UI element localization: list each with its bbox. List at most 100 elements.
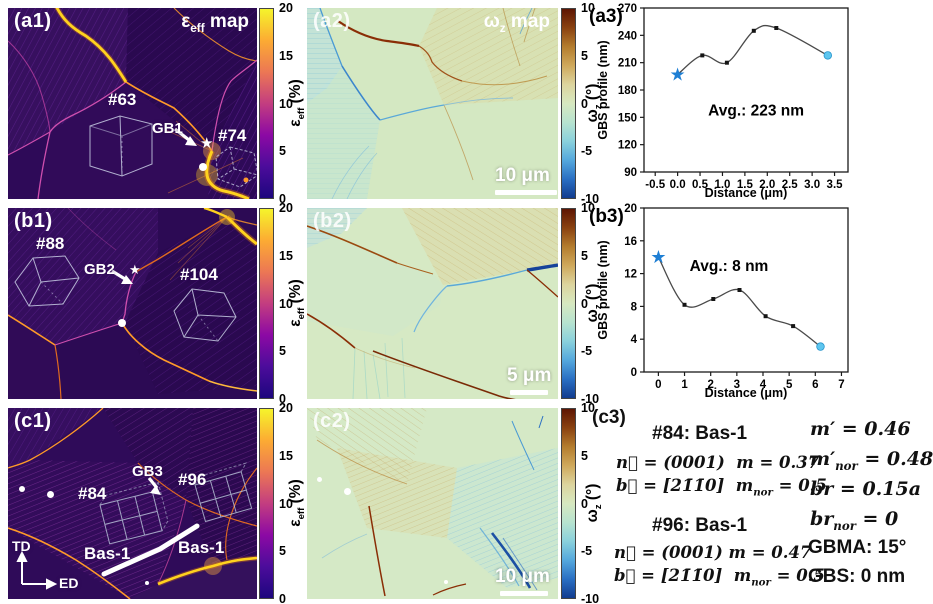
plot-box (643, 7, 849, 173)
gb2-label: GB2 (84, 261, 115, 278)
data-point-marker (791, 324, 796, 329)
average-annotation: Avg.: 8 nm (690, 258, 769, 275)
colorbar-tick-label: 0 (581, 496, 588, 511)
eps-map-title: εeff map (181, 11, 249, 35)
x-tick-label: 2.5 (782, 179, 799, 191)
omega-colorbar-c (561, 408, 576, 599)
scalebar-c2 (500, 591, 548, 596)
gb1-arrow (174, 127, 190, 142)
colorbar-tick-label: 0 (279, 191, 286, 206)
gbs-value: GBS: 0 nm (808, 566, 906, 587)
grain-84-header: #84: Bas-1 (652, 423, 748, 444)
colorbar-tick-label: 5 (279, 544, 286, 558)
point-marker-dot-c2-3 (444, 580, 448, 584)
omega-colorbar-ticks-a: 10 5 0 -5 -10 (578, 2, 608, 205)
epsilon-colorbar-ticks-a: 20 15 10 5 0 (276, 2, 306, 205)
colorbar-tick-label: 5 (581, 448, 588, 463)
panel-label-b3: (b3) (589, 206, 624, 227)
x-tick-label: 3.0 (804, 179, 820, 191)
x-tick-label: 3.5 (827, 179, 844, 191)
x-tick-label: 2 (707, 379, 713, 391)
y-tick-label: 20 (624, 203, 637, 215)
epsilon-colorbar-ticks-c: 20 15 10 5 0 (276, 402, 306, 604)
x-tick-label: 7 (838, 379, 844, 391)
bas1-slip-trace-line (101, 523, 200, 577)
point-marker-dot-c1-1 (19, 486, 25, 492)
hex-prism-wireframe-74 (215, 146, 257, 188)
rotation-map-c2-image (307, 408, 558, 599)
omega-colorbar-ticks-b: 10 5 0 -5 -10 (578, 202, 608, 405)
epsilon-colorbar-c (259, 408, 274, 599)
y-axis-title: GBS profile (nm) (596, 240, 610, 339)
hex-prism-wireframe-104 (173, 288, 237, 342)
grain-96-header: #96: Bas-1 (652, 515, 748, 536)
y-tick-label: 180 (618, 85, 637, 97)
scalebar-b2 (510, 390, 548, 395)
ed-axis-label: ED (59, 575, 79, 591)
hex-prism-wireframe-63 (89, 115, 153, 177)
y-tick-label: 4 (631, 334, 638, 346)
grain-label-74: #74 (218, 126, 247, 145)
x-tick-label: 0.5 (692, 179, 709, 191)
grain-96-plane-line: n⃗ = (0001) m = 0.47 (614, 543, 812, 562)
y-tick-label: 120 (618, 140, 637, 152)
m-prime-value: m′ = 0.46 (810, 418, 911, 440)
panel-label-a2: (a2) (313, 10, 351, 32)
epsilon-colorbar-label-c: εeff (%) (286, 479, 308, 527)
colorbar-tick-label: -10 (581, 391, 600, 406)
x-axis-title: Distance (μm) (705, 386, 788, 400)
gb3-label: GB3 (132, 463, 163, 480)
point-marker-dot-b1 (118, 319, 126, 327)
y-tick-label: 16 (624, 236, 637, 248)
y-tick-label: 8 (631, 301, 638, 313)
m-prime-nor-value: m′nor = 0.48 (810, 448, 933, 473)
y-axis-title: GBS profile (nm) (596, 40, 610, 139)
grain-label-63: #63 (108, 90, 137, 109)
y-tick-label: 270 (618, 3, 637, 15)
gb2-arrow-head (121, 275, 133, 284)
gb1-arrow-head (185, 136, 197, 146)
panel-label-c1: (c1) (14, 410, 52, 432)
strain-map-a1: (a1) εeff map #63 GB1 #74 ★ (8, 8, 257, 199)
scalebar-a2 (495, 190, 557, 195)
data-point-marker (724, 60, 729, 65)
strain-map-c1-image (8, 408, 257, 599)
panel-label-c3: (c3) (592, 407, 626, 428)
strain-map-c1: (c1) GB3 #96 #84 Bas-1 Bas-1 TD ED (8, 408, 257, 599)
y-tick-label: 90 (624, 167, 637, 179)
y-tick-label: 0 (631, 367, 637, 379)
gb1-label: GB1 (152, 120, 183, 137)
colorbar-tick-label: 10 (279, 96, 293, 111)
colorbar-tick-label: 0 (279, 591, 286, 604)
x-tick-label: 3 (734, 379, 740, 391)
star-marker-a1: ★ (200, 135, 214, 152)
point-marker-dot-c2-2 (344, 488, 351, 495)
strain-map-b1-image (8, 208, 257, 399)
data-point-marker (682, 302, 687, 307)
x-tick-label: 1.5 (737, 179, 754, 191)
colorbar-tick-label: -10 (581, 591, 600, 604)
colorbar-tick-label: 0 (279, 391, 286, 406)
colorbar-tick-label: 10 (279, 296, 293, 311)
x-tick-label: 4 (760, 379, 767, 391)
x-tick-label: 1 (681, 379, 688, 391)
colorbar-tick-label: 10 (581, 0, 595, 15)
prism-wireframe-96 (194, 462, 253, 523)
epsilon-colorbar-ticks-b: 20 15 10 5 0 (276, 202, 306, 405)
scalebar-label-b2: 5 μm (507, 365, 552, 386)
colorbar-tick-label: 10 (581, 400, 595, 415)
point-marker-dot-c1-3 (145, 581, 149, 585)
x-axis-title: Distance (μm) (705, 186, 788, 200)
profile-curve (677, 24, 829, 76)
grain-84-plane-line: n⃗ = (0001) m = 0.37 (616, 453, 820, 472)
colorbar-tick-label: 15 (279, 48, 293, 63)
start-star-marker: ★ (650, 247, 666, 267)
colorbar-tick-label: 15 (279, 448, 293, 463)
colorbar-tick-label: -10 (581, 191, 600, 206)
rotation-map-b2: (b2) 5 μm (307, 208, 558, 399)
rotation-map-c2: (c2) 10 μm (307, 408, 558, 599)
rotation-map-a2-image (307, 8, 558, 199)
data-point-marker (700, 53, 705, 58)
colorbar-tick-label: 0 (581, 96, 588, 111)
